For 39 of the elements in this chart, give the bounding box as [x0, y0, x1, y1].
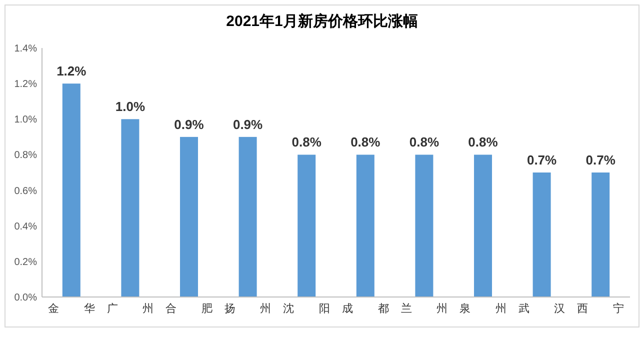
data-label: 0.9%	[174, 116, 204, 132]
bar	[238, 136, 257, 297]
x-tick-label: 西宁	[577, 302, 624, 315]
chart-title: 2021年1月新房价格环比涨幅	[226, 12, 418, 30]
x-tick-label: 合肥	[166, 302, 212, 315]
bar	[474, 154, 492, 297]
y-tick-label: 0.8%	[14, 150, 38, 162]
y-tick-label: 0.6%	[14, 186, 38, 197]
x-tick-label: 泉州	[460, 302, 506, 315]
data-label: 0.7%	[586, 152, 616, 168]
x-tick-label: 扬州	[224, 302, 272, 315]
data-label: 0.9%	[232, 116, 264, 132]
y-tick-label: 0.4%	[14, 221, 38, 232]
data-label: 0.8%	[409, 134, 440, 150]
bar	[62, 84, 80, 297]
x-tick-label: 武汉	[518, 302, 566, 315]
bar	[592, 172, 610, 297]
y-tick-label: 1.2%	[14, 79, 38, 90]
x-tick-label: 沈阳	[283, 302, 330, 315]
y-tick-label: 0.0%	[14, 292, 38, 304]
bar	[298, 154, 316, 297]
x-tick-label: 广州	[106, 302, 154, 315]
y-tick-label: 1.0%	[14, 114, 38, 126]
data-label: 0.8%	[292, 134, 322, 150]
bar	[532, 172, 551, 297]
data-label: 1.0%	[115, 99, 146, 114]
x-tick-label: 金华	[48, 303, 95, 315]
y-tick-label: 1.4%	[14, 44, 38, 54]
x-tick-label: 兰州	[400, 302, 448, 315]
bar	[356, 154, 374, 297]
bar	[180, 136, 198, 297]
x-tick-label: 成都	[342, 302, 389, 315]
bar	[415, 154, 434, 297]
bar	[121, 119, 140, 297]
data-label: 0.8%	[468, 134, 498, 150]
y-tick-label: 0.2%	[14, 256, 38, 268]
data-label: 0.7%	[526, 152, 558, 168]
data-label: 0.8%	[350, 134, 381, 150]
data-label: 1.2%	[56, 64, 87, 79]
